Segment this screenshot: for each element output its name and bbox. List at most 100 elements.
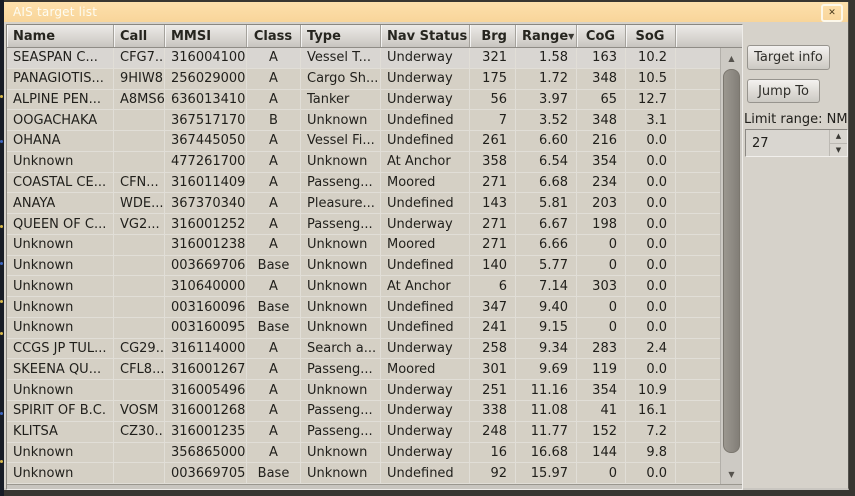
table-row[interactable]: Unknown 003160095 Base Unknown Undefined 241 9…: [7, 317, 742, 339]
cell-brg: 347: [470, 297, 516, 317]
cell-type: Passeng...: [301, 214, 381, 234]
table-row[interactable]: Unknown 003669705 Base Unknown Undefined 92 15…: [7, 463, 742, 485]
cell-range: 9.40: [516, 297, 577, 317]
cell-nav_status: Underway: [381, 68, 470, 89]
cell-class: A: [247, 89, 301, 110]
column-header-name[interactable]: Name: [7, 25, 114, 47]
close-icon[interactable]: ✕: [821, 4, 843, 22]
cell-brg: 271: [470, 172, 516, 193]
table-row[interactable]: SEASPAN C... CFG7... 316004100 A Vessel T...…: [7, 48, 742, 69]
cell-mmsi: 316001268: [165, 401, 247, 421]
spin-down-icon[interactable]: ▼: [835, 145, 842, 154]
cell-mmsi: 316001235: [165, 421, 247, 442]
column-header-range[interactable]: Range ▼: [516, 25, 577, 47]
cell-nav_status: At Anchor: [381, 151, 470, 172]
table-row[interactable]: PANAGIOTIS... 9HIW8 256029000 A Cargo Sh... U…: [7, 68, 742, 90]
column-header-spacer[interactable]: [676, 25, 742, 47]
table-row[interactable]: KLITSA CZ30... 316001235 A Passeng... Underwa…: [7, 421, 742, 443]
table-row[interactable]: COASTAL CE... CFN... 316011409 A Passeng... M…: [7, 172, 742, 194]
column-header-type[interactable]: Type: [301, 25, 381, 47]
cell-range: 9.69: [516, 359, 577, 380]
cell-call: CFG7...: [114, 48, 165, 68]
cell-type: Passeng...: [301, 172, 381, 193]
cell-class: A: [247, 214, 301, 234]
cell-range: 15.97: [516, 463, 577, 484]
target-info-button[interactable]: Target info: [747, 45, 830, 70]
cell-cog: 234: [577, 172, 626, 193]
cell-sog: 10.9: [626, 380, 676, 401]
table-row[interactable]: OOGACHAKA 367517170 B Unknown Undefined 7 3.52…: [7, 110, 742, 132]
cell-call: VG2...: [114, 214, 165, 234]
cell-name: COASTAL CE...: [7, 172, 114, 193]
table-row[interactable]: OHANA 367445050 A Vessel Fi... Undefined 261 6…: [7, 131, 742, 152]
table-row[interactable]: Unknown 316005496 A Unknown Underway 251 11.16…: [7, 380, 742, 402]
limit-range-input[interactable]: [746, 130, 829, 156]
cell-name: KLITSA: [7, 421, 114, 442]
table-row[interactable]: Unknown 316001238 A Unknown Moored 271 6.66 0 0.…: [7, 234, 742, 256]
spin-up-icon[interactable]: ▲: [830, 130, 847, 144]
table-row[interactable]: Unknown 356865000 A Unknown Underway 16 16.68 1…: [7, 442, 742, 464]
cell-mmsi: 003160095: [165, 317, 247, 338]
jump-to-button[interactable]: Jump To: [747, 79, 820, 103]
cell-brg: 261: [470, 131, 516, 151]
cell-sog: 2.4: [626, 338, 676, 359]
vertical-scrollbar[interactable]: ▲ ▼: [720, 48, 742, 484]
cell-nav_status: Underway: [381, 89, 470, 110]
column-header-nav_status[interactable]: Nav Status: [381, 25, 470, 47]
table-row[interactable]: QUEEN OF C... VG2... 316001252 A Passeng... U…: [7, 214, 742, 235]
table-row[interactable]: Unknown 003669706 Base Unknown Undefined 140 5…: [7, 255, 742, 277]
cell-mmsi: 316114000: [165, 338, 247, 359]
cell-type: Unknown: [301, 151, 381, 172]
scroll-down-icon[interactable]: ▼: [728, 469, 735, 479]
titlebar[interactable]: AIS target list ✕: [4, 2, 848, 22]
cell-call: [114, 380, 165, 401]
table-row[interactable]: ANAYA WDE... 367370340 A Pleasure... Undefine…: [7, 193, 742, 215]
table-row[interactable]: SKEENA QU... CFL8... 316001267 A Passeng... M…: [7, 359, 742, 381]
cell-class: A: [247, 359, 301, 380]
cell-brg: 321: [470, 48, 516, 68]
scrollbar-thumb[interactable]: [723, 69, 740, 453]
column-header-label: Name: [13, 28, 56, 44]
cell-range: 9.15: [516, 317, 577, 338]
cell-mmsi: 316011409: [165, 172, 247, 193]
column-header-cog[interactable]: CoG: [577, 25, 626, 47]
cell-mmsi: 356865000: [165, 442, 247, 463]
column-header-sog[interactable]: SoG: [626, 25, 676, 47]
cell-cog: 283: [577, 338, 626, 359]
cell-cog: 0: [577, 297, 626, 317]
chart-backdrop-strip: [0, 0, 4, 496]
cell-name: SPIRIT OF B.C.: [7, 401, 114, 421]
cell-range: 6.67: [516, 214, 577, 234]
cell-type: Passeng...: [301, 421, 381, 442]
table-row[interactable]: Unknown 310640000 A Unknown At Anchor 6 7.14 30…: [7, 276, 742, 298]
cell-nav_status: Undefined: [381, 110, 470, 131]
cell-mmsi: 003669705: [165, 463, 247, 484]
cell-name: Unknown: [7, 463, 114, 484]
cell-class: A: [247, 401, 301, 421]
cell-brg: 7: [470, 110, 516, 131]
column-header-mmsi[interactable]: MMSI: [165, 25, 247, 47]
cell-mmsi: 003669706: [165, 255, 247, 276]
cell-name: PANAGIOTIS...: [7, 68, 114, 89]
cell-call: VOSM: [114, 401, 165, 421]
cell-call: [114, 110, 165, 131]
table-row[interactable]: Unknown 477261700 A Unknown At Anchor 358 6.54…: [7, 151, 742, 173]
column-header-class[interactable]: Class: [247, 25, 301, 47]
cell-brg: 175: [470, 68, 516, 89]
window-body: Name Call MMSI Class Type Nav Status Brg Range ▼…: [4, 22, 848, 490]
table-row[interactable]: SPIRIT OF B.C. VOSM 316001268 A Passeng... Un…: [7, 401, 742, 422]
cell-range: 11.08: [516, 401, 577, 421]
column-header-brg[interactable]: Brg: [470, 25, 516, 47]
column-header-label: Class: [253, 28, 293, 44]
cell-class: A: [247, 380, 301, 401]
scroll-up-icon[interactable]: ▲: [728, 53, 735, 63]
column-header-label: Range: [522, 28, 569, 44]
table-row[interactable]: ALPINE PEN... A8MS6 636013410 A Tanker Underw…: [7, 89, 742, 111]
cell-sog: 16.1: [626, 401, 676, 421]
table-row[interactable]: Unknown 003160096 Base Unknown Undefined 347 9…: [7, 297, 742, 318]
cell-call: CZ30...: [114, 421, 165, 442]
horizontal-scrollbar[interactable]: [7, 484, 742, 489]
cell-sog: 0.0: [626, 297, 676, 317]
table-row[interactable]: CCGS JP TUL... CG29... 316114000 A Search a.…: [7, 338, 742, 360]
column-header-call[interactable]: Call: [114, 25, 165, 47]
